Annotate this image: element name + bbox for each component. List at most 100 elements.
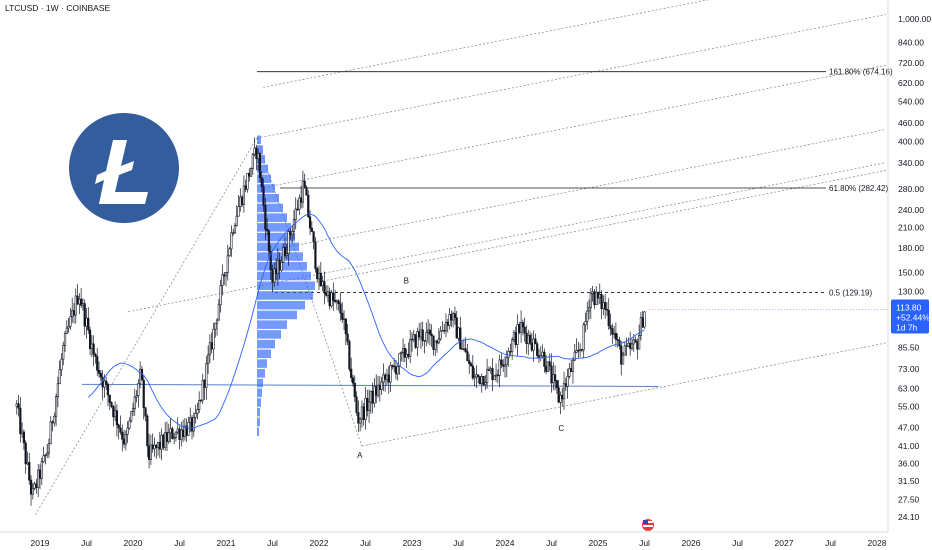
candle-body	[367, 401, 371, 412]
volume-profile-bar	[257, 427, 259, 436]
x-tick-label: 2023	[403, 538, 422, 548]
candle-body	[190, 417, 194, 432]
candle-body	[512, 332, 516, 341]
candle-body	[561, 394, 564, 400]
point-label: A	[357, 451, 363, 460]
candle-body	[296, 208, 299, 211]
candle-body	[503, 364, 507, 367]
candle-body	[135, 395, 138, 398]
candle-body	[29, 479, 33, 495]
candle-body	[527, 334, 530, 345]
candle-body	[498, 359, 501, 376]
candle-body	[317, 272, 321, 280]
candle-body	[278, 259, 281, 271]
candle-body	[423, 340, 426, 342]
candle-body	[627, 342, 630, 347]
candle-body	[42, 455, 45, 463]
candle-body	[607, 309, 610, 326]
candle-body	[359, 418, 362, 424]
candle-body	[530, 342, 533, 351]
candle-body	[428, 329, 431, 335]
candle-body	[604, 302, 607, 310]
candle-body	[577, 349, 580, 352]
channel-line[interactable]	[318, 169, 887, 283]
candle-body	[44, 454, 47, 457]
y-tick-label: 400.00	[898, 136, 924, 146]
candle-body	[403, 348, 406, 358]
candle-body	[303, 180, 306, 188]
channel-line[interactable]	[128, 162, 887, 313]
y-tick-label: 130.00	[898, 287, 924, 297]
candle-body	[348, 341, 351, 370]
candle-body	[477, 374, 480, 377]
candle-body	[351, 377, 355, 384]
candle-body	[611, 328, 614, 335]
candle-body	[88, 329, 92, 350]
channel-upper-line[interactable]	[256, 14, 887, 139]
volume-profile-bar	[257, 281, 315, 291]
candle-body	[58, 369, 61, 385]
candle-body	[199, 399, 203, 402]
candle-body	[584, 321, 587, 326]
candle-body	[287, 231, 290, 254]
candle-body	[525, 332, 528, 345]
candle-body	[51, 421, 54, 424]
candle-body	[425, 332, 428, 342]
candle-body	[536, 343, 539, 356]
candle-body	[319, 272, 322, 287]
x-tick-label: Jul	[732, 538, 743, 548]
candle-body	[514, 332, 517, 345]
candle-body	[321, 281, 324, 287]
candle-body	[546, 361, 550, 372]
candle-body	[575, 349, 578, 353]
y-tick-label: 47.00	[898, 423, 920, 433]
candle-body	[475, 374, 478, 378]
x-tick-label: 2025	[589, 538, 608, 548]
candle-body	[500, 359, 503, 366]
candle-body	[144, 407, 147, 417]
candle-body	[298, 197, 301, 210]
us-flag-icon[interactable]	[642, 519, 654, 531]
moving-average-line	[87, 213, 645, 429]
candle-body	[53, 415, 56, 424]
candle-body	[37, 469, 40, 488]
volume-profile-bar	[257, 359, 267, 368]
candle-body	[409, 339, 412, 357]
candle-body	[249, 168, 253, 177]
volume-profile-bar	[257, 145, 263, 154]
candle-body	[586, 310, 589, 322]
candle-body	[103, 380, 106, 388]
candle-body	[76, 295, 79, 305]
candle-body	[545, 366, 548, 372]
litecoin-logo	[69, 113, 179, 223]
candle-body	[391, 365, 394, 367]
candle-body	[307, 194, 310, 218]
candle-body	[71, 310, 74, 318]
channel-line[interactable]	[281, 129, 887, 249]
candle-body	[502, 364, 505, 367]
candle-body	[464, 348, 467, 353]
volume-profile-bar	[257, 164, 268, 174]
candle-body	[387, 374, 390, 383]
candle-body	[378, 384, 381, 390]
candle-body	[114, 410, 117, 418]
support-line[interactable]	[81, 383, 659, 387]
candle-body	[312, 231, 315, 243]
candle-body	[355, 396, 358, 413]
candle-body	[462, 348, 465, 350]
candle-body	[214, 322, 217, 330]
channel-line[interactable]	[263, 0, 886, 88]
candle-body	[419, 329, 423, 338]
candle-body	[482, 376, 485, 386]
candle-body	[566, 376, 569, 387]
channel-line[interactable]	[267, 64, 887, 188]
channel-lower-line[interactable]	[361, 342, 887, 447]
trend-line[interactable]	[35, 137, 258, 516]
candle-body	[112, 406, 115, 418]
candle-body	[543, 351, 546, 367]
candle-body	[96, 356, 99, 371]
candle-body	[357, 412, 360, 424]
candle-body	[63, 333, 67, 346]
